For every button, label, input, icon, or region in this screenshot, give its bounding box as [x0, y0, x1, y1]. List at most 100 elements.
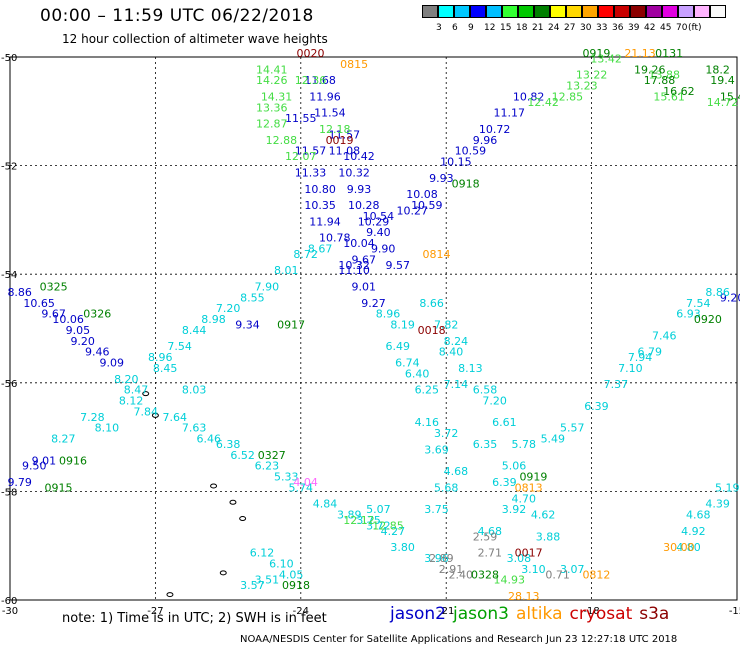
wave-height-label: 3.10 — [521, 563, 546, 576]
wave-height-label: 0815 — [340, 58, 368, 71]
wave-height-label: 10.08 — [406, 188, 438, 201]
wave-height-label: 10.82 — [513, 90, 545, 103]
wave-height-label: 6.74 — [395, 357, 420, 370]
wave-height-label: 11.54 — [314, 107, 346, 120]
colorbar-label: 9 — [468, 23, 474, 33]
wave-height-label: 8.19 — [390, 319, 415, 332]
wave-height-label: 8.03 — [182, 384, 207, 397]
wave-height-label: 10.32 — [338, 259, 370, 272]
wave-height-label: 14.93 — [493, 574, 525, 587]
wave-height-label: 5.57 — [560, 422, 585, 435]
island-outline — [219, 570, 227, 576]
wave-height-label: 8.44 — [182, 324, 207, 337]
wave-height-label: 10.28 — [348, 199, 380, 212]
colorbar-cell — [422, 5, 438, 18]
wave-height-label: 5.07 — [366, 503, 391, 516]
wave-height-label: 9.57 — [385, 259, 410, 272]
wave-height-label: 0325 — [40, 280, 68, 293]
wave-height-label: 12.87 — [256, 118, 288, 131]
wave-height-label: 9.20 — [70, 335, 95, 348]
wave-height-label: 8.98 — [201, 313, 226, 326]
wave-height-label: 9.27 — [361, 297, 386, 310]
wave-height-label: 5.74 — [289, 481, 314, 494]
wave-height-label: 8.67 — [308, 242, 333, 255]
colorbar-cell — [710, 5, 726, 18]
colorbar-label: 39 — [628, 23, 640, 33]
wave-height-label: 2.71 — [478, 547, 503, 560]
wave-height-label: 15.4 — [720, 90, 740, 103]
wave-height-label: 6.10 — [269, 557, 294, 570]
wave-height-label: 10.72 — [479, 123, 511, 136]
wave-height-label: 0.71 — [545, 568, 570, 581]
wave-height-label: 6.58 — [473, 384, 498, 397]
wave-height-label: 30.00 — [663, 541, 695, 554]
wave-height-label: 6.39 — [492, 476, 517, 489]
wave-height-label: 4.05 — [279, 568, 304, 581]
wave-height-label: 4.04 — [293, 476, 318, 489]
wave-height-label: 7.84 — [133, 405, 158, 418]
wave-height-label: 9.90 — [371, 242, 396, 255]
wave-height-label: 9.67 — [352, 253, 377, 266]
wave-height-label: 9.93 — [347, 183, 372, 196]
wave-height-label: 0019 — [326, 134, 354, 147]
wave-height-label: 0917 — [277, 319, 305, 332]
wave-height-label: 6.93 — [676, 308, 701, 321]
wave-height-label: 14.41 — [256, 63, 288, 76]
wave-height-label: 8.45 — [153, 362, 178, 375]
wave-height-label: 10.32 — [338, 166, 370, 179]
wave-height-label: 13.42 — [590, 52, 622, 65]
latitude-tick-label: -60 — [1, 596, 17, 607]
footnote: note: 1) Time is in UTC; 2) SWH is in fe… — [62, 611, 327, 626]
colorbar-unit: (ft) — [688, 23, 702, 33]
wave-height-label: 7.82 — [434, 319, 459, 332]
wave-height-label: 10.42 — [343, 150, 375, 163]
wave-height-label: 0326 — [83, 308, 111, 321]
colorbar-label: 3 — [436, 23, 442, 33]
wave-height-label: 7.28 — [80, 411, 105, 424]
wave-height-label: 13.36 — [256, 101, 288, 114]
wave-height-label: 10.78 — [319, 232, 351, 245]
colorbar-label: 42 — [644, 23, 656, 33]
longitude-tick-label: -30 — [2, 606, 18, 617]
wave-height-label: 10.35 — [304, 199, 336, 212]
colorbar-label: 27 — [564, 23, 576, 33]
colorbar-cell — [614, 5, 630, 18]
wave-height-label: 7.10 — [618, 362, 643, 375]
wave-height-label: 0020 — [296, 47, 324, 60]
wave-height-label: 6.40 — [405, 367, 430, 380]
wave-height-label: 9.40 — [366, 226, 391, 239]
wave-height-label: 0812 — [582, 568, 610, 581]
wave-height-label: 3.69 — [424, 443, 449, 456]
colorbar-cell — [518, 5, 534, 18]
wave-height-label: 14.31 — [261, 90, 293, 103]
wave-height-label: 9.50 — [22, 460, 47, 473]
wave-height-label: 6.49 — [385, 340, 410, 353]
figure-title: 00:00 – 11:59 UTC 06/22/2018 — [40, 6, 314, 26]
wave-height-label: 3.96 — [424, 552, 449, 565]
wave-height-label: 5.78 — [511, 438, 536, 451]
wave-height-label: 0920 — [694, 313, 722, 326]
wave-height-label: 7.46 — [652, 329, 677, 342]
legend-cryosat: cryosat — [569, 604, 633, 624]
wave-height-label: 3.57 — [240, 579, 265, 592]
wave-height-label: 9.05 — [66, 324, 91, 337]
colorbar-label: 33 — [596, 23, 608, 33]
wave-height-label: 10.54 — [363, 210, 395, 223]
wave-height-label: 14.26 — [256, 74, 288, 87]
colorbar-cell — [662, 5, 678, 18]
wave-height-label: 16.62 — [663, 85, 695, 98]
wave-height-label: 21.13 — [624, 47, 656, 60]
legend-jason2: jason2 — [390, 604, 446, 624]
wave-height-label: 0327 — [258, 449, 286, 462]
wave-height-label: 7.54 — [686, 297, 711, 310]
wave-height-label: 13.23 — [566, 80, 598, 93]
wave-height-label: 0915 — [44, 481, 72, 494]
wave-height-label: 4.16 — [415, 416, 440, 429]
wave-height-label: 8.86 — [705, 286, 730, 299]
wave-height-label: 9.20 — [720, 291, 740, 304]
wave-height-label: 4.68 — [686, 509, 711, 522]
wave-height-label: 9.01 — [352, 280, 377, 293]
wave-height-label: 3.07 — [560, 563, 585, 576]
wave-height-label: 8.72 — [293, 248, 318, 261]
wave-height-label: 4.80 — [676, 541, 701, 554]
